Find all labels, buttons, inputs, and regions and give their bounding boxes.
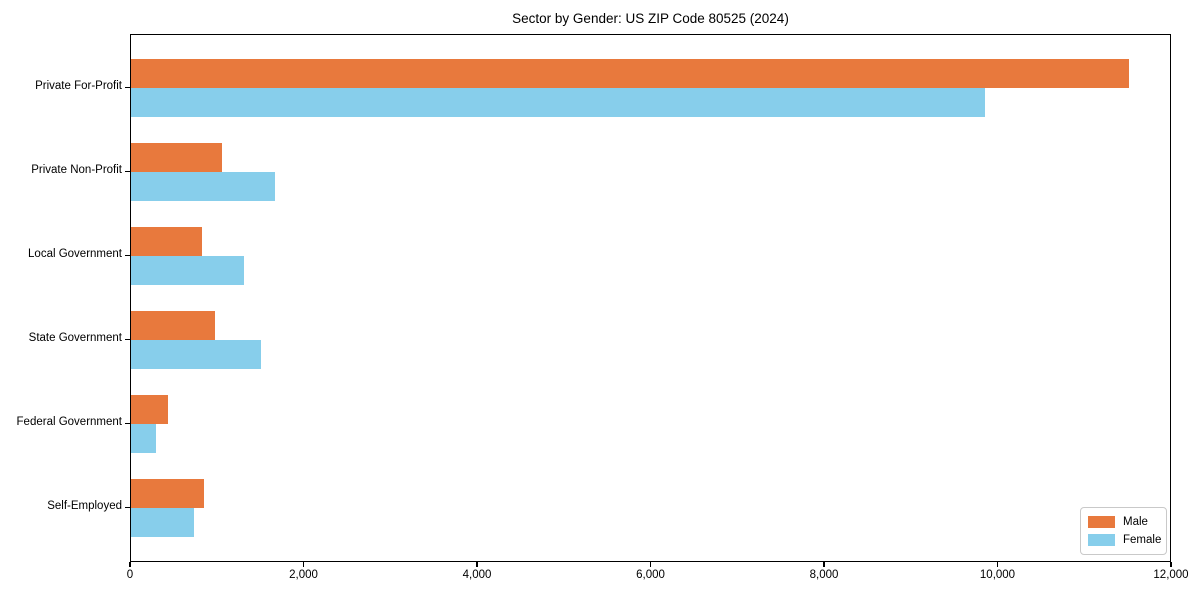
bar-female-1	[131, 88, 985, 117]
y-axis-category-label: Local Government	[28, 248, 122, 260]
x-axis-tick	[302, 562, 305, 567]
y-axis-tick	[125, 87, 130, 89]
bar-female-2	[131, 172, 275, 201]
y-axis-category-label: Private For-Profit	[35, 80, 122, 92]
x-axis-tick	[129, 562, 131, 567]
x-axis-tick-label: 6,000	[636, 569, 665, 581]
legend-item-male: Male	[1088, 513, 1159, 531]
legend-label-male: Male	[1123, 516, 1148, 528]
chart-title: Sector by Gender: US ZIP Code 80525 (202…	[512, 11, 789, 26]
y-axis-tick	[125, 171, 130, 173]
y-axis-category-label: Self-Employed	[47, 500, 122, 512]
bar-female-4	[131, 340, 261, 369]
bar-male-3	[131, 227, 202, 256]
legend: Male Female	[1080, 507, 1167, 555]
y-axis-tick	[125, 255, 130, 257]
legend-swatch-female	[1088, 534, 1115, 546]
x-axis-tick-label: 8,000	[809, 569, 839, 581]
y-axis-tick	[125, 423, 130, 425]
y-axis-category-label: State Government	[28, 332, 122, 344]
x-axis-tick-label: 10,000	[979, 569, 1016, 581]
bar-male-5	[131, 395, 168, 424]
y-axis-category-label: Federal Government	[16, 416, 122, 428]
x-axis-tick-label: 2,000	[289, 569, 318, 581]
bar-male-4	[131, 311, 215, 340]
y-axis-category-label: Private Non-Profit	[31, 164, 122, 176]
bar-female-5	[131, 424, 156, 453]
x-axis-tick	[1170, 562, 1172, 567]
x-axis-tick	[649, 562, 652, 567]
x-axis-tick-label: 12,000	[1153, 569, 1189, 581]
x-axis-tick-label: 0	[126, 569, 134, 581]
legend-swatch-male	[1088, 516, 1115, 528]
x-axis-tick	[823, 562, 825, 567]
bar-female-3	[131, 256, 244, 285]
x-axis-tick	[476, 562, 478, 567]
x-axis-tick-label: 4,000	[462, 569, 492, 581]
y-axis-tick	[125, 339, 130, 341]
bar-male-1	[131, 59, 1129, 88]
axes-frame	[130, 34, 1171, 562]
bar-male-2	[131, 143, 222, 172]
bar-male-6	[131, 479, 204, 508]
legend-item-female: Female	[1088, 531, 1162, 549]
bar-female-6	[131, 508, 194, 537]
legend-label-female: Female	[1123, 534, 1162, 546]
y-axis-tick	[125, 507, 130, 509]
x-axis-tick	[996, 562, 999, 567]
